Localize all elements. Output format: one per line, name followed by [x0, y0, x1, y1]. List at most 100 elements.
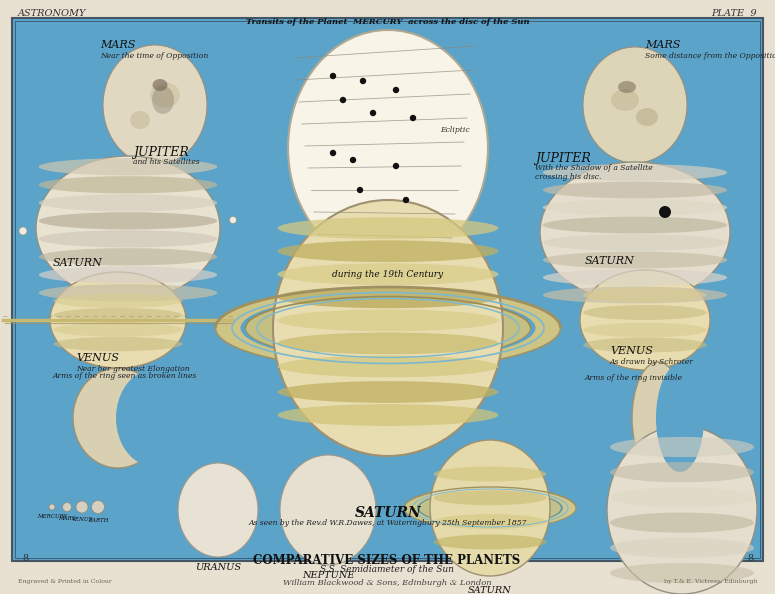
Text: MARS: MARS — [645, 40, 680, 50]
Text: Ecliptic: Ecliptic — [440, 126, 470, 134]
Text: SATURN: SATURN — [355, 506, 422, 520]
Ellipse shape — [656, 364, 704, 472]
Ellipse shape — [277, 404, 498, 426]
Circle shape — [350, 157, 357, 163]
Ellipse shape — [542, 199, 727, 216]
Ellipse shape — [430, 440, 550, 576]
Ellipse shape — [39, 248, 217, 266]
Text: PLATE  9: PLATE 9 — [711, 9, 757, 18]
Ellipse shape — [419, 491, 561, 525]
Text: Arms of the ring invisible: Arms of the ring invisible — [585, 374, 683, 382]
Circle shape — [659, 206, 671, 218]
Circle shape — [229, 216, 236, 223]
Ellipse shape — [277, 356, 498, 377]
Text: Engraved & Printed in Colour: Engraved & Printed in Colour — [18, 579, 112, 584]
Ellipse shape — [150, 83, 180, 108]
Circle shape — [339, 97, 346, 103]
Text: MARS: MARS — [58, 516, 76, 520]
Ellipse shape — [277, 309, 498, 331]
Ellipse shape — [584, 305, 707, 320]
Ellipse shape — [584, 337, 707, 352]
Ellipse shape — [542, 286, 727, 304]
Text: SATURN: SATURN — [53, 258, 103, 268]
Ellipse shape — [91, 501, 105, 513]
Ellipse shape — [49, 504, 55, 510]
Ellipse shape — [607, 426, 757, 594]
Text: MERCURY: MERCURY — [37, 514, 67, 519]
Text: MARS: MARS — [100, 40, 136, 50]
Ellipse shape — [53, 337, 183, 351]
Ellipse shape — [610, 513, 754, 533]
Text: and his Satellites: and his Satellites — [133, 158, 200, 166]
Circle shape — [393, 87, 399, 93]
Circle shape — [370, 110, 376, 116]
Text: William Blackwood & Sons, Edinburgh & London: William Blackwood & Sons, Edinburgh & Lo… — [283, 579, 491, 587]
Ellipse shape — [39, 212, 217, 229]
Ellipse shape — [76, 501, 88, 513]
Ellipse shape — [63, 503, 71, 511]
Ellipse shape — [50, 272, 186, 368]
Text: COMPARATIVE SIZES OF THE PLANETS: COMPARATIVE SIZES OF THE PLANETS — [253, 554, 521, 567]
Ellipse shape — [583, 47, 687, 163]
Text: Near the time of Opposition: Near the time of Opposition — [100, 52, 208, 60]
Ellipse shape — [53, 308, 183, 323]
Text: As seen by the Rev.d W.R.Dawes, at Wateringbury 25th September 1857: As seen by the Rev.d W.R.Dawes, at Water… — [249, 519, 527, 527]
Text: JUPITER: JUPITER — [535, 152, 591, 165]
Ellipse shape — [39, 266, 217, 283]
Text: VENUS: VENUS — [76, 353, 119, 363]
Circle shape — [393, 163, 399, 169]
Ellipse shape — [103, 45, 207, 165]
Circle shape — [330, 73, 336, 79]
Ellipse shape — [53, 323, 183, 337]
Ellipse shape — [404, 487, 576, 529]
Circle shape — [330, 150, 336, 156]
Text: by T.& E. Victress, Edinburgh: by T.& E. Victress, Edinburgh — [663, 579, 757, 584]
Text: SATURN: SATURN — [585, 256, 635, 266]
Ellipse shape — [288, 30, 488, 266]
Ellipse shape — [39, 194, 217, 211]
Text: Arms of the ring seen as broken lines: Arms of the ring seen as broken lines — [53, 372, 198, 380]
Text: crossing his disc.: crossing his disc. — [535, 173, 601, 181]
Text: JUPITER: JUPITER — [133, 146, 189, 159]
Text: Some distance from the Opposition.: Some distance from the Opposition. — [645, 52, 775, 60]
Ellipse shape — [153, 79, 167, 91]
Ellipse shape — [584, 287, 707, 302]
Ellipse shape — [277, 286, 498, 308]
Ellipse shape — [632, 362, 684, 474]
Ellipse shape — [273, 200, 503, 456]
Ellipse shape — [542, 182, 727, 198]
Ellipse shape — [39, 176, 217, 194]
Text: Near her greatest Elongation: Near her greatest Elongation — [76, 365, 190, 373]
Ellipse shape — [433, 466, 546, 482]
Ellipse shape — [280, 455, 376, 565]
Ellipse shape — [636, 108, 658, 126]
Ellipse shape — [417, 490, 563, 526]
Ellipse shape — [542, 234, 727, 251]
Ellipse shape — [215, 287, 560, 369]
Circle shape — [356, 187, 363, 193]
Ellipse shape — [542, 164, 727, 181]
Ellipse shape — [36, 156, 220, 300]
Text: EARTH: EARTH — [88, 517, 109, 523]
Text: during the 19th Century: during the 19th Century — [332, 270, 443, 279]
Ellipse shape — [540, 162, 730, 302]
Ellipse shape — [584, 323, 707, 337]
Ellipse shape — [433, 490, 546, 505]
Ellipse shape — [277, 381, 498, 403]
Ellipse shape — [433, 514, 546, 529]
Ellipse shape — [178, 463, 258, 557]
Text: S.S. Semidiameter of the Sun: S.S. Semidiameter of the Sun — [320, 565, 454, 574]
Ellipse shape — [130, 111, 150, 129]
Circle shape — [360, 78, 367, 84]
Text: ASTRONOMY: ASTRONOMY — [18, 9, 87, 18]
Ellipse shape — [277, 263, 498, 285]
Ellipse shape — [542, 269, 727, 286]
Ellipse shape — [39, 158, 217, 175]
Ellipse shape — [610, 538, 754, 558]
Text: With the Shadow of a Satellite: With the Shadow of a Satellite — [535, 164, 653, 172]
Circle shape — [19, 227, 27, 235]
Ellipse shape — [433, 535, 546, 549]
Ellipse shape — [580, 270, 710, 370]
Ellipse shape — [277, 217, 498, 239]
Ellipse shape — [246, 296, 531, 359]
